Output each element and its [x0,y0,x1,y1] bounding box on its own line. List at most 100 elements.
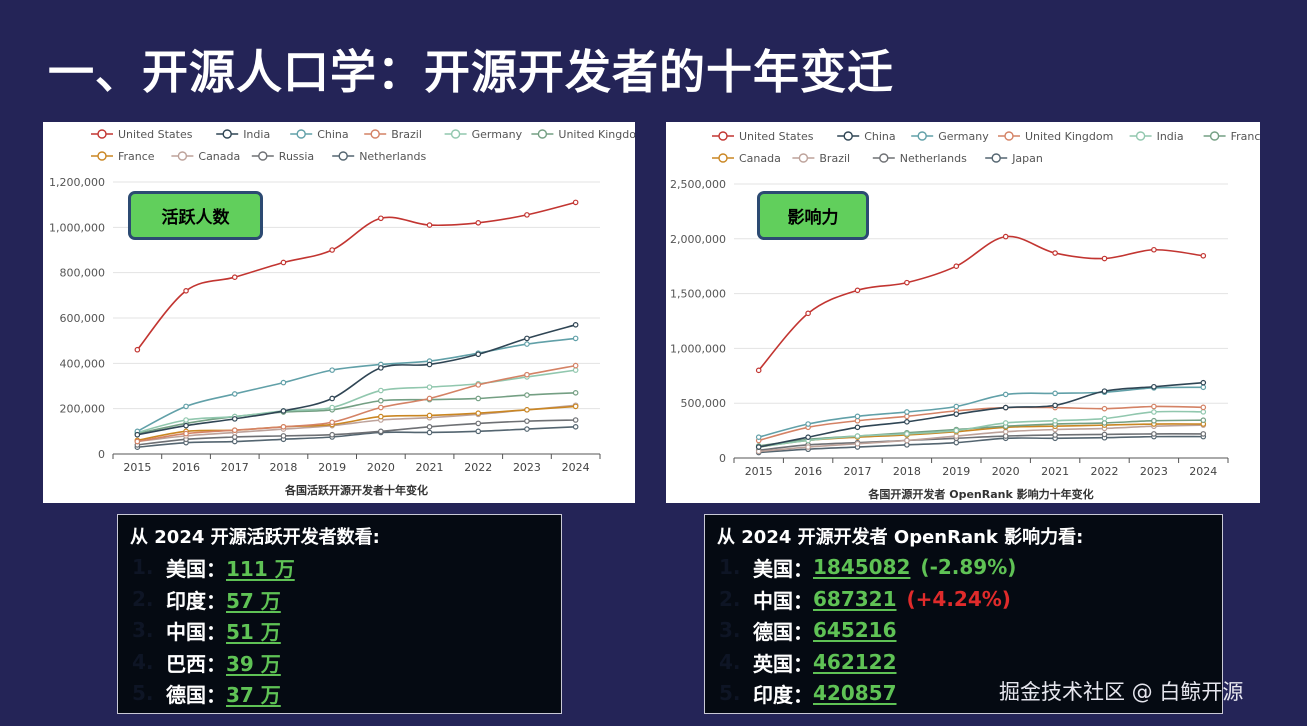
legend-label: India [1157,130,1184,143]
rank-row: 3. 中国： 51 万 [132,615,281,645]
data-point [524,212,530,218]
legend-marker [879,153,889,163]
legend-marker [843,131,853,141]
data-point [572,322,579,328]
x-tick-label: 2023 [1140,465,1168,478]
series-line [137,392,576,435]
data-point [231,427,238,434]
data-point [904,442,910,448]
data-point [475,395,482,402]
legend-marker [258,151,268,161]
data-point [231,416,238,422]
data-point [329,395,335,402]
legend-label: India [243,128,270,141]
data-point [183,403,189,410]
data-point [1151,417,1157,424]
data-point [426,429,433,436]
legend-label: Germany [472,128,523,141]
data-point [572,403,579,410]
x-tick-label: 2017 [844,465,872,478]
data-point [329,247,335,253]
country-name: 印度： [753,682,813,707]
data-point [524,392,530,398]
legend-label: Brazil [819,152,850,165]
data-point [1200,417,1207,423]
data-point [854,287,861,294]
data-point [524,406,530,413]
data-point [524,371,530,378]
y-tick-label: 600,000 [60,312,106,325]
data-point [572,335,579,342]
country-name: 德国： [753,619,813,644]
data-point [572,199,579,206]
series-line [137,324,576,436]
rank-row: 5. 印度： 420857 [719,678,897,708]
data-point [854,417,861,424]
data-point [280,259,287,266]
y-tick-label: 1,500,000 [670,288,726,301]
legend-label: United States [739,130,814,143]
data-point [231,438,238,445]
data-point [1002,391,1009,398]
data-point [426,423,433,430]
openrank-summary: 从 2024 开源开发者 OpenRank 影响力看: 1. 美国： 18450… [704,514,1223,714]
data-point [1151,409,1157,415]
data-point [183,430,189,437]
country-name: 美国： [166,556,226,581]
data-point [953,263,960,270]
y-tick-label: 0 [98,448,105,461]
data-point [426,384,433,390]
openrank-value: 645216 [813,618,897,642]
openrank-value: 420857 [813,681,897,705]
data-point [854,424,861,431]
series-line [137,364,576,443]
data-point [854,413,861,420]
legend-label: Netherlands [900,152,967,165]
legend-label: Japan [1011,152,1043,165]
y-tick-label: 0 [719,452,726,465]
data-point [953,403,960,410]
legend-label: Brazil [391,128,422,141]
x-tick-label: 2024 [1189,465,1217,478]
series-line [758,405,1204,442]
data-point [1151,431,1157,437]
x-tick-label: 2015 [745,465,773,478]
rank-number: 3. [719,618,741,642]
series-line [136,337,576,433]
data-point [280,379,287,386]
change-percent: (+4.24%) [906,587,1011,611]
data-point [475,220,482,226]
openrank-value: 462122 [813,650,897,674]
country-name: 美国： [753,556,813,581]
rank-row: 1. 美国： 111 万 [132,552,295,582]
y-tick-label: 1,000,000 [49,221,105,234]
legend-label: Germany [938,130,989,143]
y-tick-label: 500,000 [681,397,727,410]
data-point [378,404,384,411]
data-point [904,431,910,437]
x-tick-label: 2022 [1091,465,1119,478]
y-tick-label: 2,500,000 [670,178,726,191]
data-point [1200,404,1207,411]
developer-count: 51 万 [226,619,281,644]
x-tick-label: 2023 [513,461,541,474]
series-line [137,419,576,446]
active-developers-summary: 从 2024 开源活跃开发者数看: 1. 美国： 111 万 2. 印度： 57… [117,514,562,714]
country-name: 巴西： [166,651,226,676]
openrank-chart-panel: 0 500,000 1,000,000 1,500,000 2,000,000 2,500… [666,122,1260,503]
data-point [475,428,482,435]
legend-marker [97,151,107,161]
rank-row: 2. 中国： 687321 (+4.24%) [719,584,1011,614]
data-point [378,397,384,404]
data-point [378,215,384,222]
data-point [1002,404,1009,411]
country-name: 德国： [166,682,226,707]
data-point [953,439,960,446]
series-line [137,426,576,448]
data-point [953,411,960,417]
data-point [572,367,579,373]
data-point [1200,252,1207,259]
change-percent: (-2.89%) [920,555,1017,579]
data-point [854,440,861,447]
data-point [524,341,530,347]
